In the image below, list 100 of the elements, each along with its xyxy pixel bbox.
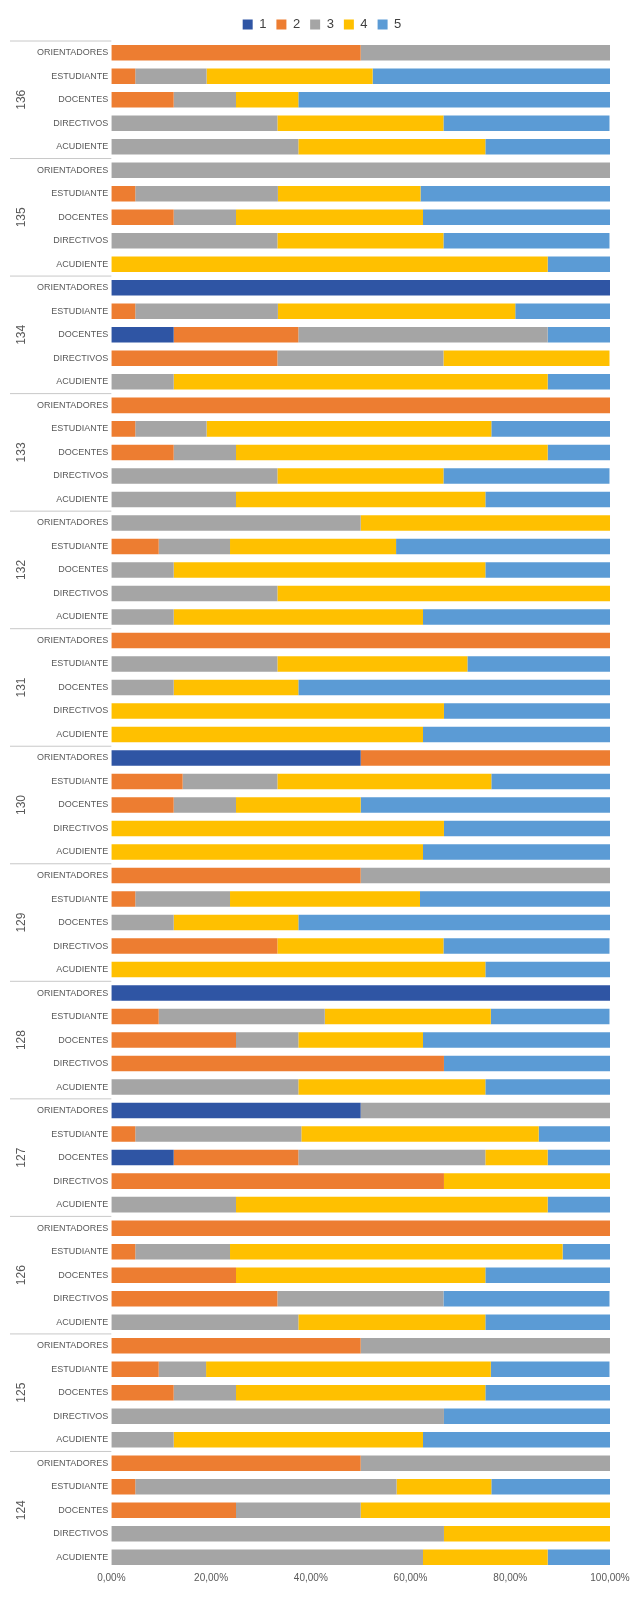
bar (396, 538, 610, 555)
y-tick-label: ESTUDIANTE (51, 423, 109, 434)
bar (360, 1455, 610, 1471)
bar (111, 1267, 237, 1283)
y-tick-label: ORIENTADORES (37, 1222, 109, 1233)
bar (485, 1314, 610, 1330)
bar (277, 115, 444, 132)
bar (135, 68, 207, 85)
bar (490, 1361, 610, 1377)
bar (443, 1525, 610, 1542)
bar (423, 1032, 610, 1048)
text: 129 (14, 912, 29, 933)
bar (111, 562, 174, 578)
bar (111, 209, 174, 226)
text: 125 (14, 1382, 29, 1403)
y-tick-label: ACUDIENTE (56, 1434, 109, 1445)
y-tick-label: ESTUDIANTE (51, 775, 109, 786)
y-tick-label: ACUDIENTE (56, 493, 109, 504)
bar (230, 891, 421, 907)
bar (173, 797, 237, 813)
bar (135, 1478, 397, 1495)
bar (111, 1384, 174, 1401)
bar (420, 186, 610, 202)
y-tick-label: DOCENTES (58, 1269, 109, 1280)
x-tick-label: 60,00% (393, 1571, 428, 1583)
bar (547, 1196, 610, 1213)
bar (111, 397, 610, 414)
bar (423, 1549, 548, 1565)
bar (298, 1032, 423, 1048)
bar (277, 468, 444, 484)
bar (111, 1408, 444, 1424)
y-tick-label: ACUDIENTE (56, 964, 109, 975)
y-tick-label: DOCENTES (58, 211, 109, 222)
bar (111, 233, 278, 249)
bar (111, 1290, 278, 1307)
bar (443, 468, 610, 484)
bar (547, 256, 610, 273)
bar (111, 985, 610, 1001)
bar (111, 1431, 174, 1448)
bar (111, 844, 423, 860)
bar (173, 374, 548, 390)
bar (236, 1502, 361, 1518)
bar (443, 1055, 610, 1072)
y-tick-label: DOCENTES (58, 917, 109, 928)
bar (515, 303, 610, 320)
bar (485, 139, 610, 155)
bar (135, 421, 207, 437)
bar (158, 538, 231, 555)
bar (111, 515, 361, 531)
y-tick-label: ESTUDIANTE (51, 1011, 109, 1022)
bar (111, 1149, 174, 1166)
bar (111, 750, 361, 766)
y-tick-label: ESTUDIANTE (51, 893, 109, 904)
bar (111, 1243, 136, 1260)
bar (111, 327, 174, 343)
bar (485, 1079, 610, 1095)
bar (443, 115, 610, 132)
bar (423, 844, 610, 860)
text: 124 (14, 1499, 29, 1521)
y-tick-label: DIRECTIVOS (53, 117, 109, 128)
bar (298, 679, 610, 696)
bar (562, 1243, 610, 1260)
x-tick-label: 20,00% (194, 1571, 229, 1583)
bar (182, 773, 278, 790)
bar (360, 1102, 610, 1119)
x-tick-label: 100,00% (590, 1571, 630, 1583)
bar (485, 1267, 610, 1283)
bar (298, 1079, 486, 1095)
y-tick-label: ORIENTADORES (37, 47, 109, 58)
y-tick-label: ORIENTADORES (37, 282, 109, 293)
y-tick-label: DOCENTES (58, 1034, 109, 1045)
y-tick-label: ESTUDIANTE (51, 188, 109, 199)
bar (360, 867, 610, 884)
bar (420, 891, 610, 907)
y-tick-label: ESTUDIANTE (51, 305, 109, 316)
bar (206, 1361, 491, 1377)
y-tick-label: ESTUDIANTE (51, 1246, 109, 1257)
bar (372, 68, 610, 85)
y-tick-label: DIRECTIVOS (53, 470, 109, 481)
bar (173, 92, 237, 108)
bar (485, 1384, 610, 1401)
bar (111, 609, 174, 625)
bar (277, 186, 421, 202)
bar (277, 773, 492, 790)
y-tick-label: ESTUDIANTE (51, 1481, 109, 1492)
bar (547, 1549, 610, 1565)
y-tick-label: ESTUDIANTE (51, 540, 109, 551)
bar (111, 632, 610, 649)
legend-label: 4 (360, 16, 368, 32)
bar (206, 68, 373, 85)
bar (158, 1008, 325, 1025)
bar (490, 1008, 610, 1025)
bar (111, 891, 136, 907)
y-tick-label: DOCENTES (58, 681, 109, 692)
bar (443, 703, 610, 719)
bar (423, 1431, 610, 1448)
y-tick-label: DOCENTES (58, 446, 109, 457)
bar (298, 92, 610, 108)
y-tick-label: ORIENTADORES (37, 987, 109, 998)
y-tick-label: ORIENTADORES (37, 870, 109, 881)
